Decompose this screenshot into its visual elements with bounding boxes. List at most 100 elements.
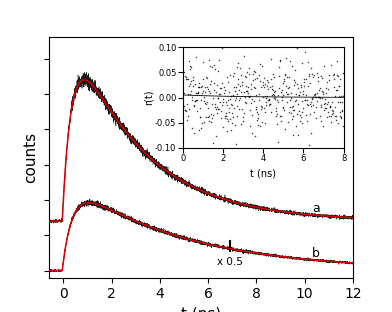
Point: [260, 79, 266, 84]
Point: [189, 125, 195, 130]
Point: [180, 98, 187, 103]
Point: [208, 120, 214, 125]
Point: [309, 96, 315, 101]
Point: [265, 87, 272, 92]
Point: [336, 84, 342, 89]
Point: [298, 82, 304, 87]
Point: [185, 113, 191, 118]
Point: [276, 86, 283, 91]
Point: [269, 84, 275, 89]
Point: [274, 92, 281, 97]
Point: [309, 96, 315, 101]
Point: [252, 76, 259, 81]
Point: [201, 94, 207, 99]
Point: [200, 59, 207, 64]
Point: [319, 90, 326, 95]
Point: [220, 96, 227, 101]
Point: [290, 83, 297, 88]
Point: [232, 96, 239, 101]
Point: [243, 89, 249, 94]
Point: [310, 75, 317, 80]
Point: [207, 82, 213, 87]
Point: [338, 114, 344, 119]
Point: [219, 103, 225, 108]
Point: [268, 76, 274, 81]
Point: [242, 100, 249, 105]
Point: [300, 105, 306, 110]
Point: [267, 102, 274, 107]
Point: [236, 98, 243, 103]
Point: [301, 98, 308, 103]
Point: [249, 131, 255, 136]
Point: [244, 69, 250, 74]
Point: [187, 67, 193, 72]
Point: [251, 98, 257, 103]
Point: [215, 95, 221, 100]
Point: [221, 90, 227, 95]
Point: [181, 90, 187, 95]
Text: x 0.5: x 0.5: [216, 257, 242, 267]
Point: [190, 83, 196, 88]
Point: [212, 105, 218, 110]
Point: [305, 84, 311, 89]
Point: [282, 73, 289, 78]
Point: [322, 96, 328, 101]
Point: [257, 78, 263, 83]
Point: [194, 90, 200, 95]
Point: [319, 96, 326, 101]
Point: [204, 99, 211, 104]
Point: [309, 130, 315, 135]
Point: [280, 105, 287, 110]
Point: [184, 102, 191, 107]
Point: [185, 77, 191, 82]
Point: [239, 82, 245, 87]
Point: [330, 71, 337, 76]
Point: [327, 44, 333, 49]
Point: [219, 80, 225, 85]
Point: [326, 72, 332, 77]
Point: [264, 83, 270, 88]
Point: [245, 93, 252, 98]
Point: [290, 107, 296, 112]
Point: [237, 95, 243, 100]
Point: [257, 62, 263, 67]
Point: [303, 76, 309, 81]
Point: [263, 103, 269, 108]
Point: [258, 85, 265, 90]
Point: [191, 131, 197, 136]
Point: [221, 116, 228, 121]
Point: [203, 74, 209, 79]
Point: [271, 90, 277, 95]
Point: [234, 104, 241, 109]
Point: [294, 85, 301, 90]
Point: [331, 85, 338, 90]
Point: [290, 113, 297, 118]
Point: [189, 98, 195, 103]
Point: [224, 74, 230, 79]
Point: [186, 63, 192, 68]
Point: [334, 74, 341, 79]
Point: [292, 99, 299, 104]
Point: [260, 105, 267, 110]
Point: [307, 102, 313, 107]
Point: [234, 114, 240, 119]
Point: [309, 72, 316, 77]
Point: [333, 114, 339, 119]
Point: [244, 88, 250, 93]
Point: [249, 77, 256, 82]
Point: [340, 93, 346, 98]
Point: [276, 58, 283, 63]
Point: [292, 80, 298, 85]
Point: [219, 46, 225, 51]
Point: [203, 85, 210, 90]
Point: [270, 72, 276, 77]
Point: [261, 84, 267, 89]
Point: [218, 108, 224, 113]
Point: [329, 100, 336, 105]
Point: [279, 81, 286, 86]
Point: [280, 105, 286, 110]
Point: [269, 87, 275, 92]
Point: [213, 134, 219, 139]
Point: [311, 109, 317, 114]
Point: [289, 116, 295, 121]
